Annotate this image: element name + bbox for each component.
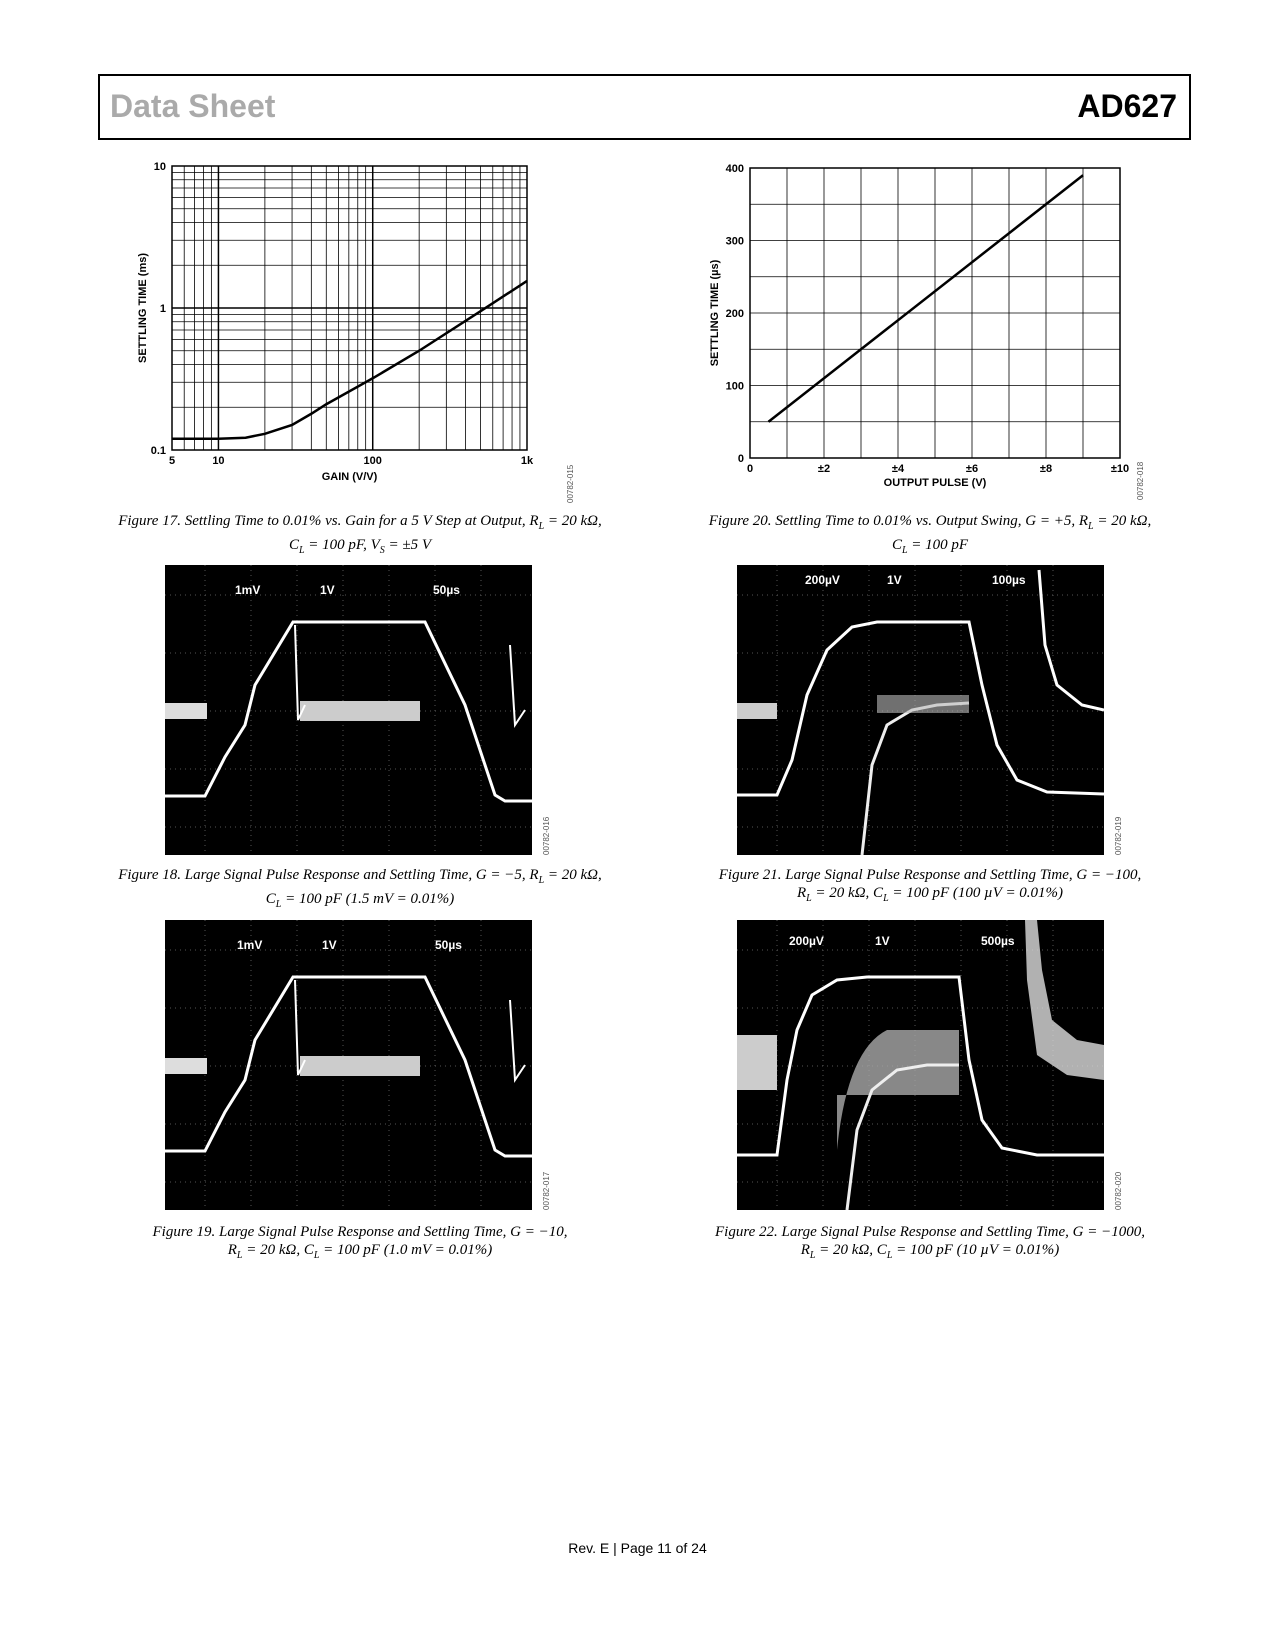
- figure-22-caption: Figure 22. Large Signal Pulse Response a…: [715, 1224, 1145, 1261]
- series-line: [767, 174, 1084, 423]
- page-header: Data Sheet AD627: [98, 74, 1191, 140]
- x-tick-label: 5: [169, 455, 175, 467]
- y-tick-label: 0.1: [151, 445, 166, 457]
- figure-18-scope: 1mV 1V 50µs: [165, 565, 532, 855]
- x-axis-label: OUTPUT PULSE (V): [884, 477, 987, 489]
- figure-22-volt-scale: 200µV: [789, 934, 824, 948]
- figure-21-trace: [737, 565, 1105, 856]
- figure-19-scope: 1mV 1V 50µs: [165, 920, 532, 1210]
- figure-19-caption: Figure 19. Large Signal Pulse Response a…: [152, 1224, 568, 1261]
- x-tick-label: ±10: [1111, 463, 1129, 475]
- figure-21-volt-scale-2: 1V: [887, 573, 902, 587]
- figure-18-trace: [165, 565, 532, 855]
- x-tick-label: 10: [212, 455, 224, 467]
- plot-frame: [171, 165, 528, 451]
- figure-22-code: 00782-020: [1114, 1171, 1123, 1210]
- figure-17-caption: Figure 17. Settling Time to 0.01% vs. Ga…: [118, 513, 602, 556]
- y-tick-label: 400: [726, 163, 744, 175]
- y-tick-label: 10: [154, 161, 166, 173]
- x-tick-label: 0: [747, 463, 753, 475]
- x-tick-label: ±2: [818, 463, 830, 475]
- figure-21-caption: Figure 21. Large Signal Pulse Response a…: [718, 867, 1142, 904]
- y-tick-label: 200: [726, 308, 744, 320]
- figure-20-code: 00782-018: [1136, 461, 1145, 500]
- page-footer: Rev. E | Page 11 of 24: [568, 1540, 707, 1556]
- figure-21-code: 00782-019: [1114, 816, 1123, 855]
- figure-19-volt-scale-2: 1V: [322, 938, 337, 952]
- figure-19-time-scale: 50µs: [435, 938, 462, 952]
- figure-22-time-scale: 500µs: [981, 934, 1015, 948]
- y-tick-label: 300: [726, 236, 744, 248]
- figure-19-volt-scale: 1mV: [237, 938, 263, 952]
- y-axis-label: SETTLING TIME (ms): [137, 253, 149, 363]
- figure-17-code: 00782-015: [566, 464, 575, 503]
- series-line: [172, 279, 528, 441]
- x-tick-label: ±4: [892, 463, 905, 475]
- figure-18-volt-scale-2: 1V: [320, 583, 335, 597]
- figure-21-volt-scale: 200µV: [805, 573, 840, 587]
- y-axis-label: SETTLING TIME (µs): [709, 259, 721, 366]
- header-doc-type: Data Sheet: [110, 88, 276, 124]
- x-tick-label: ±8: [1040, 463, 1052, 475]
- figure-18-volt-scale: 1mV: [235, 583, 261, 597]
- figure-21-scope: 200µV 1V 100µs: [737, 565, 1105, 856]
- x-axis-label: GAIN (V/V): [322, 471, 378, 483]
- x-tick-label: 100: [364, 455, 382, 467]
- plot-frame: [749, 167, 1121, 459]
- figure-21-time-scale: 100µs: [992, 573, 1026, 587]
- figure-22-scope: 200µV 1V 500µs: [737, 920, 1104, 1211]
- figure-19-code: 00782-017: [542, 1171, 551, 1210]
- figure-18-caption: Figure 18. Large Signal Pulse Response a…: [118, 867, 602, 910]
- y-tick-label: 100: [726, 381, 744, 393]
- figure-18-code: 00782-016: [542, 816, 551, 855]
- figure-22-volt-scale-2: 1V: [875, 934, 890, 948]
- x-tick-label: ±6: [966, 463, 978, 475]
- figure-22-trace: [737, 920, 1104, 1211]
- x-tick-label: 1k: [521, 455, 534, 467]
- figure-20-caption: Figure 20. Settling Time to 0.01% vs. Ou…: [708, 513, 1152, 556]
- figure-20-chart: 0 ±2 ±4 ±6 ±8 ±10 0 100 200 300 400 OUTPUT PULSE (V…: [709, 163, 1129, 489]
- figure-17-chart: 5 10 100 1k 0.1 1 10 GAIN (V/V) SETTLING TIME (m…: [137, 161, 534, 483]
- header-part-number: AD627: [1077, 88, 1177, 124]
- y-tick-label: 1: [160, 303, 166, 315]
- figure-19-trace: [165, 920, 532, 1210]
- y-tick-label: 0: [738, 453, 744, 465]
- figure-18-time-scale: 50µs: [433, 583, 460, 597]
